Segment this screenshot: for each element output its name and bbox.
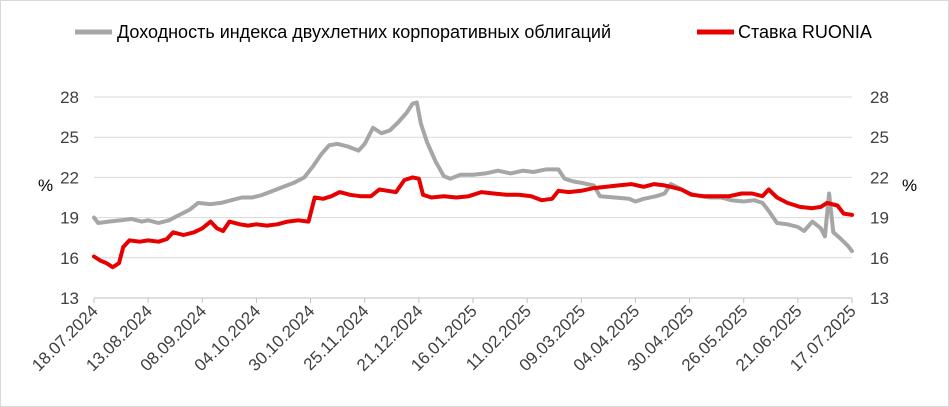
right-unit-label: % bbox=[902, 176, 917, 195]
left-y-tick-label: 28 bbox=[60, 88, 79, 107]
right-y-axis: 13 16 19 22 25 28 bbox=[870, 88, 889, 308]
right-y-tick-label: 28 bbox=[870, 88, 889, 107]
right-y-tick-label: 25 bbox=[870, 128, 889, 147]
left-y-axis: 13 16 19 22 25 28 bbox=[60, 88, 79, 308]
legend-label-bond-yield: Доходность индекса двухлетних корпоратив… bbox=[117, 22, 611, 42]
grid-layer bbox=[94, 96, 852, 259]
series-bond-yield-line bbox=[92, 100, 854, 254]
left-unit-label: % bbox=[38, 176, 53, 195]
left-y-tick-label: 19 bbox=[60, 209, 79, 228]
left-y-tick-label: 25 bbox=[60, 128, 79, 147]
right-y-tick-label: 22 bbox=[870, 168, 889, 187]
right-y-tick-label: 13 bbox=[870, 289, 889, 308]
series-ruonia-line bbox=[92, 175, 854, 270]
legend: Доходность индекса двухлетних корпоратив… bbox=[75, 22, 872, 42]
left-y-tick-label: 16 bbox=[60, 249, 79, 268]
left-y-tick-label: 22 bbox=[60, 168, 79, 187]
legend-label-ruonia: Ставка RUONIA bbox=[738, 22, 872, 42]
series-layer bbox=[92, 100, 854, 270]
right-y-tick-label: 19 bbox=[870, 209, 889, 228]
x-axis: 18.07.202413.08.202408.09.202404.10.2024… bbox=[28, 298, 860, 375]
left-y-tick-label: 13 bbox=[60, 289, 79, 308]
right-y-tick-label: 16 bbox=[870, 249, 889, 268]
